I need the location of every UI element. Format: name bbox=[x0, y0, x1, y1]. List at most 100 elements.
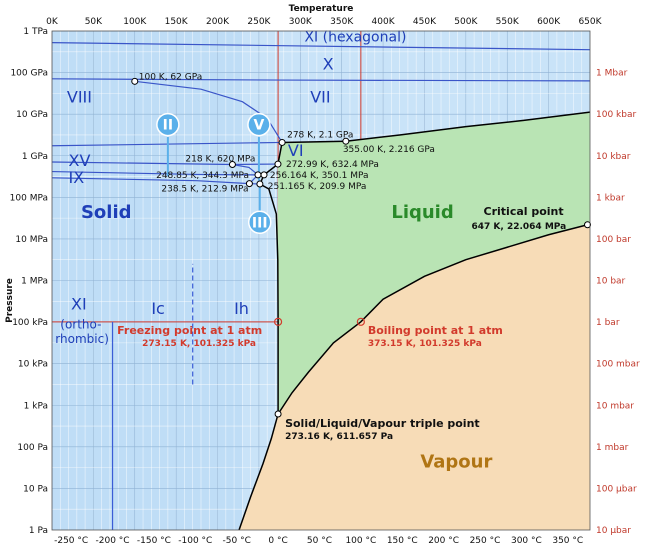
point-251-165k bbox=[256, 180, 264, 188]
ann-355k: 355.00 K, 2.216 GPa bbox=[343, 145, 435, 155]
ih-ii-boundary bbox=[52, 177, 260, 185]
y-axis-label: Pressure bbox=[5, 278, 15, 323]
y-tick-left: 100 MPa bbox=[10, 193, 48, 203]
phase-label-iii: III bbox=[252, 215, 268, 231]
point-355k-2-216gpa bbox=[342, 137, 350, 145]
y-tick-left: 1 TPa bbox=[23, 27, 48, 37]
x-vii-boundary bbox=[52, 78, 590, 82]
liquid-region bbox=[277, 112, 590, 414]
y-tick-right: 10 mbar bbox=[596, 401, 634, 411]
chart-title: Temperature bbox=[289, 4, 354, 14]
y-tick-right: 10 kbar bbox=[596, 152, 631, 162]
phase-label-ii-circle bbox=[156, 112, 180, 137]
x-tick-celsius: 150 °C bbox=[387, 536, 418, 546]
point-100k-62gpa bbox=[131, 77, 139, 85]
y-tick-right: 100 mbar bbox=[596, 360, 640, 370]
ann-256-164k: 256.164 K, 350.1 MPa bbox=[270, 171, 369, 181]
x-tick-celsius: -100 °C bbox=[178, 536, 212, 546]
boiling-point-marker bbox=[356, 317, 365, 326]
phase-label-x: X bbox=[323, 55, 334, 74]
ann-critical-title: Critical point bbox=[484, 205, 564, 218]
point-272-99k bbox=[274, 160, 282, 168]
x-tick-celsius: 300 °C bbox=[511, 536, 542, 546]
critical-point bbox=[584, 221, 592, 229]
x-tick-celsius: 0 °C bbox=[268, 536, 287, 546]
x-tick-celsius: -200 °C bbox=[96, 536, 130, 546]
ann-251-165k: 251.165 K, 209.9 MPa bbox=[268, 182, 367, 192]
x-tick-kelvin: 200K bbox=[206, 17, 230, 27]
point-256-164k bbox=[260, 171, 268, 179]
y-tick-left: 1 GPa bbox=[22, 152, 48, 162]
vaporization-curve bbox=[277, 224, 588, 415]
y-tick-left: 10 MPa bbox=[15, 235, 48, 245]
x-tick-celsius: 350 °C bbox=[552, 536, 583, 546]
phase-label-ih: Ih bbox=[234, 299, 249, 318]
xi-x-boundary bbox=[52, 42, 590, 51]
y-tick-left: 10 kPa bbox=[18, 360, 48, 370]
phase-label-xi: XI bbox=[71, 295, 87, 314]
y-tick-left: 1 kPa bbox=[24, 401, 48, 411]
y-tick-right: 1 kbar bbox=[596, 193, 625, 203]
x-tick-celsius: 200 °C bbox=[428, 536, 459, 546]
ann-triple-values: 273.16 K, 611.657 Pa bbox=[285, 432, 393, 442]
x-tick-kelvin: 600K bbox=[537, 17, 561, 27]
melting-curve-ih bbox=[259, 183, 279, 414]
x-tick-kelvin: 400K bbox=[372, 17, 396, 27]
ann-278k: 278 K, 2.1 GPa bbox=[287, 130, 353, 140]
phase-label-ic: Ic bbox=[151, 299, 165, 318]
phase-label-viii: VIII bbox=[67, 88, 92, 107]
x-tick-kelvin: 100K bbox=[123, 17, 147, 27]
y-tick-right: 10 μbar bbox=[596, 526, 631, 536]
plot-frame bbox=[51, 30, 591, 531]
phase-label-ortho: (ortho- bbox=[60, 317, 101, 331]
phase-label-vii: VII bbox=[310, 88, 330, 107]
ann-boiling-values: 373.15 K, 101.325 kPa bbox=[368, 339, 482, 349]
triple-point bbox=[274, 410, 282, 418]
x-tick-kelvin: 300K bbox=[289, 17, 313, 27]
viii-vii-boundary bbox=[134, 80, 283, 143]
y-tick-right: 1 Mbar bbox=[596, 69, 628, 79]
phase-label-v-circle bbox=[247, 112, 271, 137]
x-tick-kelvin: 50K bbox=[85, 17, 103, 27]
point-278k-2-1gpa bbox=[278, 138, 286, 146]
ann-freezing-values: 273.15 K, 101.325 kPa bbox=[142, 339, 256, 349]
y-tick-left: 1 Pa bbox=[29, 526, 48, 536]
x-tick-kelvin: 500K bbox=[454, 17, 478, 27]
ann-triple-title: Solid/Liquid/Vapour triple point bbox=[285, 417, 480, 430]
ann-272-99k: 272.99 K, 632.4 MPa bbox=[286, 160, 379, 170]
y-tick-right: 100 kbar bbox=[596, 110, 636, 120]
freezing-point-marker bbox=[273, 317, 283, 326]
phase-label-ii: II bbox=[163, 118, 173, 134]
x-tick-celsius: 250 °C bbox=[470, 536, 501, 546]
y-tick-left: 1 MPa bbox=[21, 277, 48, 287]
x-tick-kelvin: 550K bbox=[496, 17, 520, 27]
y-tick-left: 100 GPa bbox=[10, 69, 48, 79]
x-tick-celsius: -250 °C bbox=[54, 536, 88, 546]
ann-boiling-title: Boiling point at 1 atm bbox=[368, 324, 503, 337]
region-label-vapour: Vapour bbox=[420, 452, 492, 473]
region-label-liquid: Liquid bbox=[391, 202, 453, 223]
x-tick-celsius: -50 °C bbox=[223, 536, 251, 546]
phase-label-xi-hexagonal: XI (hexagonal) bbox=[304, 29, 406, 45]
point-248-85k bbox=[254, 171, 262, 179]
ii-v-boundary bbox=[232, 163, 259, 176]
phase-label-xv: XV bbox=[69, 151, 91, 170]
x-tick-celsius: 50 °C bbox=[307, 536, 332, 546]
x-tick-kelvin: 350K bbox=[330, 17, 354, 27]
y-tick-right: 10 bar bbox=[596, 277, 626, 287]
ann-248-85k: 248.85 K, 344.3 MPa bbox=[156, 171, 249, 181]
y-tick-left: 100 kPa bbox=[12, 318, 48, 328]
phase-label-ix: IX bbox=[69, 168, 85, 187]
phase-label-v: V bbox=[254, 118, 265, 134]
point-218k-620mpa bbox=[228, 160, 236, 168]
phase-label-iii-circle bbox=[248, 210, 272, 235]
phase-label-rhombic: rhombic) bbox=[55, 332, 109, 346]
x-tick-kelvin: 150K bbox=[165, 17, 189, 27]
x-tick-kelvin: 0K bbox=[46, 17, 59, 27]
x-tick-celsius: 100 °C bbox=[345, 536, 376, 546]
y-tick-left: 10 Pa bbox=[23, 484, 48, 494]
y-tick-right: 1 mbar bbox=[596, 443, 629, 453]
y-tick-left: 10 GPa bbox=[16, 110, 48, 120]
